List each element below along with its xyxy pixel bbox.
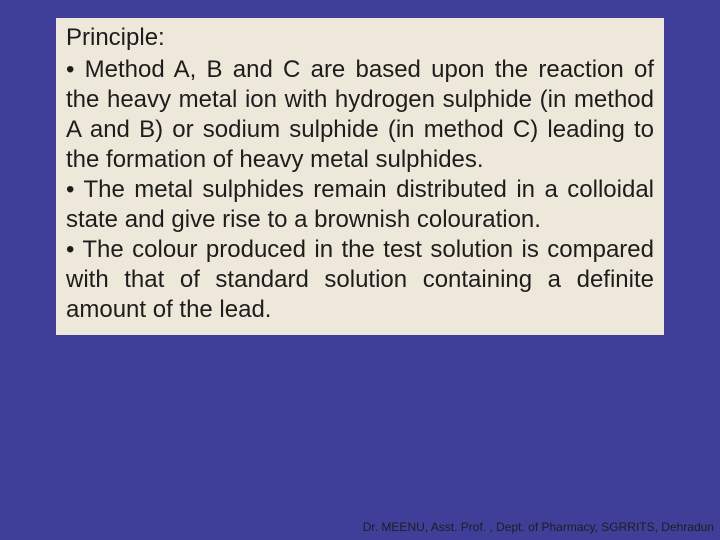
slide-heading: Principle: (66, 22, 654, 53)
slide-content-box: Principle: • Method A, B and C are based… (56, 18, 664, 335)
bullet-3: • The colour produced in the test soluti… (66, 235, 654, 325)
bullet-2: • The metal sulphides remain distributed… (66, 175, 654, 235)
bullet-1: • Method A, B and C are based upon the r… (66, 55, 654, 175)
footer-attribution: Dr. MEENU, Asst. Prof. , Dept. of Pharma… (363, 520, 714, 534)
